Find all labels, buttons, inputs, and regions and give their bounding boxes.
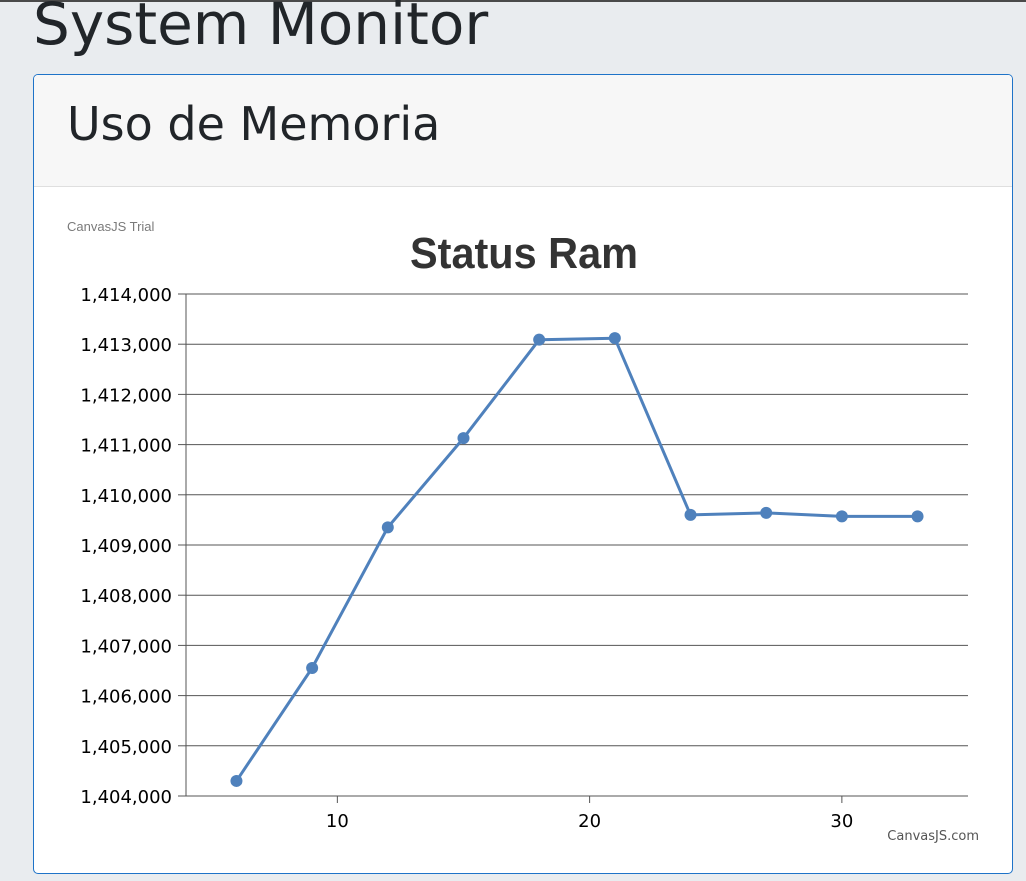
data-point[interactable] [230, 774, 243, 787]
y-tick-label: 1,407,000 [80, 636, 172, 657]
y-tick-label: 1,410,000 [80, 486, 172, 507]
chart-title: Status Ram [410, 229, 638, 278]
series-line [235, 336, 918, 782]
card-title: Uso de Memoria [67, 97, 441, 151]
y-tick-label: 1,411,000 [80, 436, 172, 457]
chart-watermark: CanvasJS Trial [67, 219, 155, 234]
page-title: System Monitor [33, 0, 489, 58]
y-tick-label: 1,409,000 [80, 536, 172, 557]
data-point[interactable] [457, 432, 470, 445]
y-tick-label: 1,414,000 [80, 285, 172, 306]
data-point[interactable] [911, 510, 924, 523]
y-tick-label: 1,412,000 [80, 385, 172, 406]
chart-series [230, 332, 924, 787]
data-point[interactable] [835, 510, 848, 523]
x-tick-label: 30 [830, 811, 853, 832]
y-tick-label: 1,404,000 [80, 787, 172, 808]
data-point[interactable] [608, 332, 621, 345]
chart-axes [178, 293, 968, 803]
y-axis-tick-labels: 1,404,000 1,405,000 1,406,000 1,407,000 1,40… [80, 285, 172, 808]
x-tick-label: 20 [578, 811, 601, 832]
y-tick-label: 1,408,000 [80, 586, 172, 607]
memory-card: Uso de Memoria CanvasJS Trial Status Ram… [33, 74, 1013, 874]
data-point[interactable] [381, 521, 394, 534]
card-header: Uso de Memoria [34, 75, 1012, 187]
y-tick-label: 1,413,000 [80, 335, 172, 356]
y-tick-label: 1,405,000 [80, 737, 172, 758]
data-point[interactable] [533, 333, 546, 346]
x-tick-label: 10 [326, 811, 349, 832]
data-point[interactable] [684, 508, 697, 521]
x-axis-tick-labels: 10 20 30 [326, 811, 853, 832]
data-point[interactable] [760, 506, 773, 519]
top-border [0, 0, 1026, 2]
chart-gridlines [186, 293, 968, 797]
y-tick-label: 1,406,000 [80, 687, 172, 708]
chart-credit[interactable]: CanvasJS.com [887, 829, 979, 844]
memory-line-chart: CanvasJS Trial Status Ram 1,404,000 1,405… [67, 219, 979, 844]
data-point[interactable] [306, 661, 319, 674]
